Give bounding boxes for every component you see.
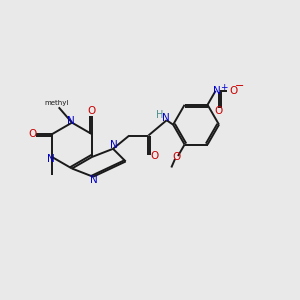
Text: O: O (28, 129, 37, 139)
Text: O: O (172, 152, 181, 163)
Text: O: O (150, 151, 158, 161)
Text: N: N (213, 86, 221, 96)
Text: N: N (90, 175, 98, 185)
Text: −: − (235, 81, 244, 92)
Text: N: N (47, 154, 55, 164)
Text: methyl: methyl (44, 100, 69, 106)
Text: N: N (67, 116, 74, 126)
Text: N: N (110, 140, 118, 150)
Text: O: O (88, 106, 96, 116)
Text: O: O (214, 106, 223, 116)
Text: O: O (229, 86, 237, 96)
Text: +: + (220, 83, 227, 92)
Text: H: H (157, 110, 164, 120)
Text: N: N (162, 113, 170, 123)
